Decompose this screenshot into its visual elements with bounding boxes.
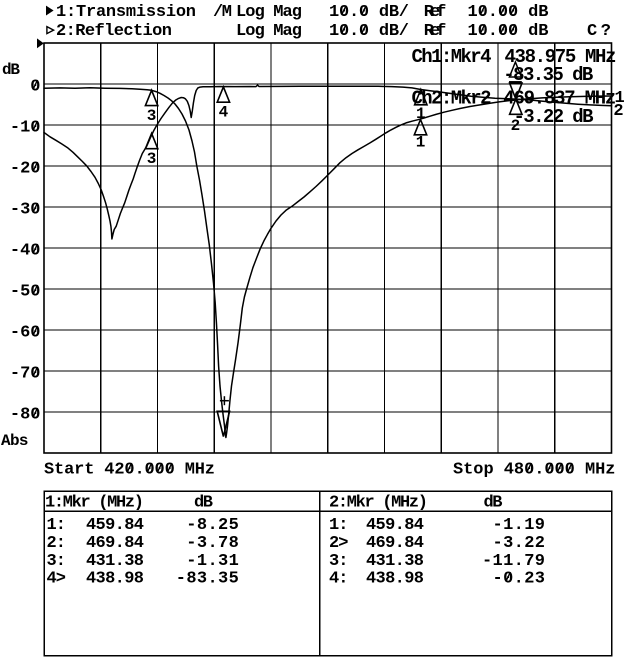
svg-text:1: 1 [416, 105, 426, 123]
svg-text:438.98: 438.98 [86, 570, 144, 589]
svg-text:4>: 4> [47, 570, 66, 589]
svg-text:3:: 3: [47, 552, 66, 571]
svg-text:-8.25: -8.25 [186, 516, 238, 535]
svg-text:-80: -80 [10, 406, 41, 425]
svg-text:1:Transmission: 1:Transmission [56, 3, 196, 22]
svg-text:-3.22: -3.22 [493, 534, 546, 553]
svg-text:1:Mkr (MHz): 1:Mkr (MHz) [45, 494, 144, 513]
svg-text:-10: -10 [10, 119, 41, 138]
svg-text:-11.79: -11.79 [482, 552, 545, 571]
svg-text:Ch2:Mkr2: Ch2:Mkr2 [412, 88, 492, 110]
svg-text:438.98: 438.98 [366, 570, 424, 589]
svg-text:2:: 2: [47, 534, 66, 553]
svg-text:Ref: Ref [424, 3, 447, 22]
svg-text:2:Mkr (MHz): 2:Mkr (MHz) [329, 494, 428, 513]
svg-text:469.837 MHz: 469.837 MHz [503, 88, 616, 110]
svg-text:Stop 480.000 MHz: Stop 480.000 MHz [453, 461, 616, 480]
svg-text:3:: 3: [329, 552, 348, 571]
svg-text:2>: 2> [329, 534, 348, 553]
svg-text:-0.23: -0.23 [493, 570, 546, 589]
svg-text:Start 420.000 MHz: Start 420.000 MHz [44, 461, 215, 480]
svg-text:3: 3 [147, 107, 157, 125]
svg-text:0: 0 [30, 78, 40, 97]
svg-text:1: 1 [615, 89, 625, 108]
svg-text:-83.35: -83.35 [176, 570, 239, 589]
svg-text:-1.31: -1.31 [186, 552, 238, 571]
svg-text:Ch1:Mkr4: Ch1:Mkr4 [412, 46, 492, 68]
svg-text:431.38: 431.38 [366, 552, 424, 571]
svg-text:Log Mag: Log Mag [236, 3, 302, 22]
svg-text:dB: dB [194, 494, 213, 513]
svg-text:/M: /M [213, 3, 232, 22]
svg-text:438.975 MHz: 438.975 MHz [505, 46, 617, 68]
svg-text:1: 1 [416, 133, 426, 151]
svg-text:-3.78: -3.78 [186, 534, 238, 553]
svg-text:431.38: 431.38 [86, 552, 144, 571]
svg-text:10.00 dB: 10.00 dB [468, 22, 549, 41]
svg-text:Ref: Ref [424, 22, 447, 41]
svg-text:-50: -50 [10, 283, 41, 302]
svg-text:469.84: 469.84 [366, 534, 424, 553]
svg-text:1:: 1: [47, 516, 66, 535]
svg-text:3: 3 [147, 150, 157, 168]
svg-text:2:Reflection: 2:Reflection [56, 22, 172, 41]
svg-text:dB: dB [484, 494, 503, 513]
svg-text:Abs: Abs [1, 432, 29, 450]
svg-text:10.00 dB: 10.00 dB [468, 3, 549, 22]
svg-text:-83.35 dB: -83.35 dB [503, 64, 593, 86]
svg-text:-40: -40 [10, 242, 41, 261]
svg-text:-30: -30 [10, 201, 41, 220]
svg-text:2: 2 [511, 117, 521, 135]
svg-text:-1.19: -1.19 [493, 516, 546, 535]
svg-text:2: 2 [613, 102, 623, 121]
svg-text:10.0 dB/: 10.0 dB/ [329, 22, 409, 41]
svg-text:10.0 dB/: 10.0 dB/ [329, 3, 409, 22]
svg-text:4: 4 [219, 104, 229, 122]
svg-text:459.84: 459.84 [86, 516, 144, 535]
svg-text:-3.22 dB: -3.22 dB [514, 106, 594, 128]
svg-text:-60: -60 [10, 324, 41, 343]
svg-text:469.84: 469.84 [86, 534, 144, 553]
svg-text:1:: 1: [329, 516, 348, 535]
svg-text:-70: -70 [10, 365, 41, 384]
svg-text:dB: dB [2, 61, 20, 79]
svg-text:-20: -20 [10, 160, 41, 179]
svg-text:459.84: 459.84 [366, 516, 424, 535]
svg-text:4:: 4: [329, 570, 348, 589]
svg-text:Log Mag: Log Mag [236, 22, 302, 41]
